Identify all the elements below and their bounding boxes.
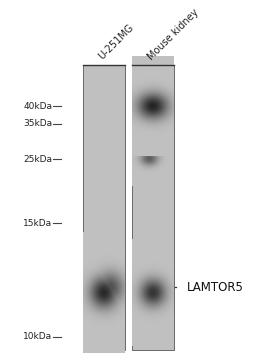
Text: U-251MG: U-251MG <box>97 23 136 62</box>
Text: 25kDa: 25kDa <box>23 155 52 164</box>
Bar <box>132 65 174 350</box>
Bar <box>83 65 125 350</box>
Text: 10kDa: 10kDa <box>23 332 52 341</box>
Text: 15kDa: 15kDa <box>23 219 52 228</box>
Text: 35kDa: 35kDa <box>23 119 52 128</box>
Text: 40kDa: 40kDa <box>23 102 52 111</box>
Text: LAMTOR5: LAMTOR5 <box>187 281 244 294</box>
Text: Mouse kidney: Mouse kidney <box>146 7 200 62</box>
